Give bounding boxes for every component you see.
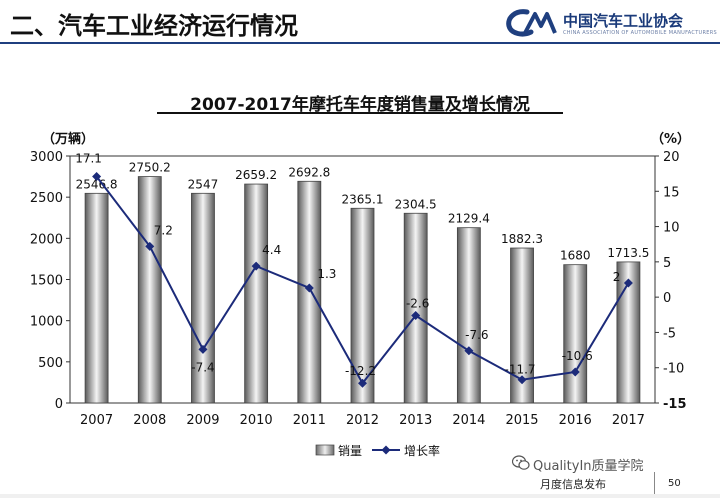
footer-separator bbox=[654, 472, 655, 494]
growth-point-2011 bbox=[304, 283, 314, 293]
growth-value-label-2010: 4.4 bbox=[262, 243, 281, 257]
growth-point-2017 bbox=[623, 278, 633, 288]
x-tick-label-2008: 2008 bbox=[133, 413, 166, 428]
bar-2017 bbox=[616, 261, 641, 404]
page-title: 二、汽车工业经济运行情况 bbox=[10, 12, 298, 40]
bar-value-labels: 2546.8 2750.2 2547 2659.2 2692.8 2365.1 2304.5… bbox=[76, 161, 650, 263]
chart-title: 2007-2017年摩托车年度销售量及增长情况 bbox=[190, 95, 530, 115]
bar-2007 bbox=[84, 192, 109, 404]
growth-line-series bbox=[92, 171, 633, 388]
bar-value-label-2011: 2692.8 bbox=[288, 165, 330, 179]
bar-2012 bbox=[350, 207, 375, 404]
growth-value-label-2012: -12.2 bbox=[345, 364, 376, 378]
right-axis-tick-label: 5 bbox=[663, 256, 671, 271]
bar-value-label-2012: 2365.1 bbox=[342, 192, 384, 206]
left-axis: 0 500 1000 1500 2000 2500 3000 （万辆） bbox=[30, 131, 94, 412]
bar-value-label-2008: 2750.2 bbox=[129, 161, 171, 175]
x-tick-label-2009: 2009 bbox=[186, 413, 219, 428]
right-axis-tick-label: 0 bbox=[663, 291, 671, 306]
x-axis: 2007 2008 2009 2010 2011 2012 2013 2014 2015 2016… bbox=[80, 413, 645, 428]
growth-value-label-2007: 17.1 bbox=[75, 151, 102, 165]
bar-value-label-2014: 2129.4 bbox=[448, 212, 490, 226]
right-axis-tick-label: -15 bbox=[663, 397, 687, 412]
growth-point-2013 bbox=[411, 310, 421, 320]
bar-2015 bbox=[510, 247, 534, 404]
growth-value-labels: 17.1 7.2 -7.4 4.4 1.3 -12.2 -2.6 -7.6 -11.7 -10.6… bbox=[75, 151, 620, 378]
growth-point-2014 bbox=[464, 346, 474, 356]
logo-text-en: CHINA ASSOCIATION OF AUTOMOBILE MANUFACT… bbox=[563, 30, 717, 36]
x-tick-label-2015: 2015 bbox=[505, 413, 538, 428]
bar-value-label-2010: 2659.2 bbox=[235, 168, 277, 182]
wechat-icon bbox=[512, 455, 530, 470]
x-tick-label-2012: 2012 bbox=[346, 413, 379, 428]
left-axis-tick-label: 2000 bbox=[30, 232, 63, 247]
growth-point-2008 bbox=[145, 241, 155, 251]
left-axis-tick-label: 2500 bbox=[30, 191, 63, 206]
growth-point-2016 bbox=[570, 367, 580, 377]
legend-line-marker bbox=[381, 445, 391, 455]
right-axis-tick-label: -10 bbox=[663, 362, 684, 377]
x-tick-label-2007: 2007 bbox=[80, 413, 113, 428]
growth-value-label-2013: -2.6 bbox=[406, 296, 429, 310]
growth-point-2009 bbox=[198, 344, 208, 354]
chart-title-underline bbox=[157, 112, 563, 114]
legend-line-label: 增长率 bbox=[404, 443, 440, 458]
watermark-text: QualityIn质量学院 bbox=[533, 459, 644, 474]
caam-logo: 中国汽车工业协会 CHINA ASSOCIATION OF AUTOMOBILE… bbox=[505, 6, 717, 46]
growth-point-2012 bbox=[358, 378, 367, 388]
bar-value-label-2007: 2546.8 bbox=[76, 177, 118, 191]
bar-value-label-2015: 1882.3 bbox=[501, 232, 543, 246]
bar-value-label-2016: 1680 bbox=[560, 249, 591, 263]
growth-value-label-2016: -10.6 bbox=[562, 349, 593, 363]
x-tick-label-2010: 2010 bbox=[240, 413, 273, 428]
right-axis-tick-label: 20 bbox=[663, 150, 680, 165]
growth-value-label-2017: 2 bbox=[613, 270, 621, 284]
growth-point-2015 bbox=[517, 375, 527, 385]
right-axis-unit-label: （%） bbox=[651, 131, 690, 147]
bar-2014 bbox=[456, 227, 481, 404]
footer-rule bbox=[0, 494, 720, 498]
caam-logo-icon bbox=[506, 9, 557, 37]
x-tick-label-2014: 2014 bbox=[452, 413, 485, 428]
growth-point-2010 bbox=[251, 261, 261, 271]
left-axis-tick-label: 3000 bbox=[30, 150, 63, 165]
page-number: 50 bbox=[668, 478, 681, 489]
right-axis: -15 -10 -5 0 5 10 15 20 （%） bbox=[651, 131, 690, 412]
x-tick-label-2017: 2017 bbox=[612, 413, 645, 428]
bar-value-label-2013: 2304.5 bbox=[395, 197, 437, 211]
growth-value-label-2011: 1.3 bbox=[317, 267, 336, 281]
x-tick-label-2011: 2011 bbox=[293, 413, 326, 428]
left-axis-unit-label: （万辆） bbox=[42, 131, 94, 147]
bar-2010 bbox=[244, 183, 269, 404]
footer-publication: 月度信息发布 bbox=[540, 478, 606, 491]
left-axis-tick-label: 500 bbox=[38, 356, 63, 371]
bar-2009 bbox=[191, 192, 215, 404]
legend-bar-label: 销量 bbox=[338, 444, 362, 458]
logo-text-cn: 中国汽车工业协会 bbox=[563, 12, 684, 30]
right-axis-tick-label: 15 bbox=[663, 185, 680, 200]
left-axis-tick-label: 0 bbox=[55, 397, 63, 412]
growth-value-label-2014: -7.6 bbox=[465, 328, 488, 342]
bar-2016 bbox=[563, 264, 588, 404]
legend-bar-swatch bbox=[315, 444, 335, 456]
growth-value-label-2008: 7.2 bbox=[154, 223, 173, 237]
right-axis-tick-label: 10 bbox=[663, 221, 680, 236]
x-tick-label-2013: 2013 bbox=[399, 413, 432, 428]
x-tick-label-2016: 2016 bbox=[559, 413, 592, 428]
bar-value-label-2009: 2547 bbox=[188, 177, 219, 191]
growth-point-2007 bbox=[92, 171, 102, 181]
header-divider bbox=[0, 42, 720, 44]
growth-value-label-2009: -7.4 bbox=[191, 360, 214, 374]
left-axis-tick-label: 1500 bbox=[30, 274, 63, 289]
right-axis-tick-label: -5 bbox=[663, 326, 676, 341]
bar-value-label-2017: 1713.5 bbox=[607, 246, 649, 260]
legend: 销量 增长率 bbox=[315, 443, 440, 458]
left-axis-tick-label: 1000 bbox=[30, 315, 63, 330]
bar-2013 bbox=[403, 212, 428, 404]
growth-value-label-2015: -11.7 bbox=[505, 363, 536, 377]
bar-2008 bbox=[137, 176, 162, 404]
